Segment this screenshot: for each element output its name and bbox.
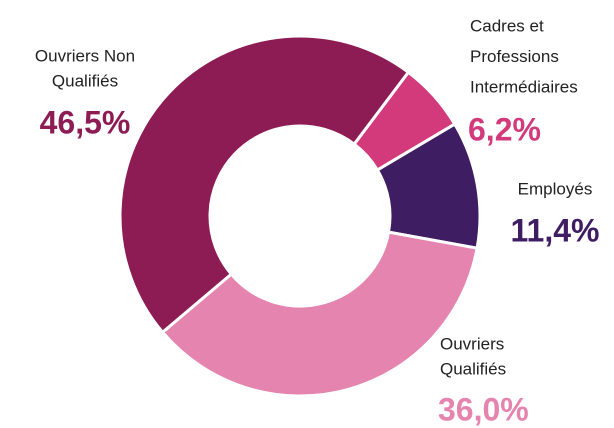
value-label: 11,4% (511, 212, 600, 248)
category-label: Intermédiaires (470, 77, 578, 96)
category-label: Cadres et (470, 16, 544, 35)
value-label: 46,5% (40, 104, 131, 140)
slice (118, 34, 411, 335)
category-label: Ouvriers (440, 334, 504, 353)
category-label: Employés (518, 179, 593, 198)
value-label: 36,0% (438, 391, 529, 427)
slice (160, 230, 479, 398)
category-label: Qualifiés (52, 71, 118, 90)
category-label: Qualifiés (440, 359, 506, 378)
category-label: Ouvriers Non (35, 46, 135, 65)
category-label: Professions (470, 47, 559, 66)
value-label: 6,2% (468, 111, 541, 147)
